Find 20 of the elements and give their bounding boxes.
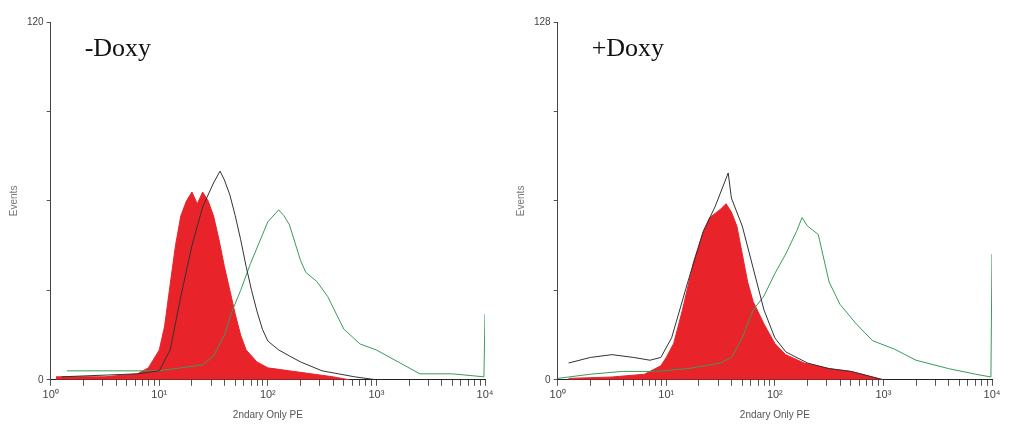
x-tick-label: 10³ — [875, 388, 892, 401]
x-tick-label: 10¹ — [151, 388, 168, 401]
x-tick-label: 10⁴ — [476, 388, 494, 401]
y-tick-label: 0 — [545, 373, 552, 385]
chart-title: -Doxy — [84, 32, 152, 62]
x-tick-label: 10² — [766, 388, 784, 401]
y-tick-label: 120 — [27, 15, 45, 27]
y-tick-label: 128 — [534, 15, 552, 27]
x-tick-label: 10⁰ — [549, 388, 566, 401]
x-tick-label: 10⁴ — [983, 388, 1001, 401]
x-tick-label: 10⁰ — [42, 388, 59, 401]
x-axis-title: 2ndary Only PE — [232, 408, 304, 420]
x-axis-title: 2ndary Only PE — [739, 408, 811, 420]
y-axis-title: Events — [7, 185, 19, 217]
x-tick-label: 10³ — [368, 388, 385, 401]
chart-title: +Doxy — [591, 32, 665, 62]
y-tick-label: 0 — [38, 373, 45, 385]
x-tick-label: 10¹ — [658, 388, 675, 401]
x-tick-label: 10² — [259, 388, 277, 401]
y-axis-title: Events — [514, 185, 526, 217]
